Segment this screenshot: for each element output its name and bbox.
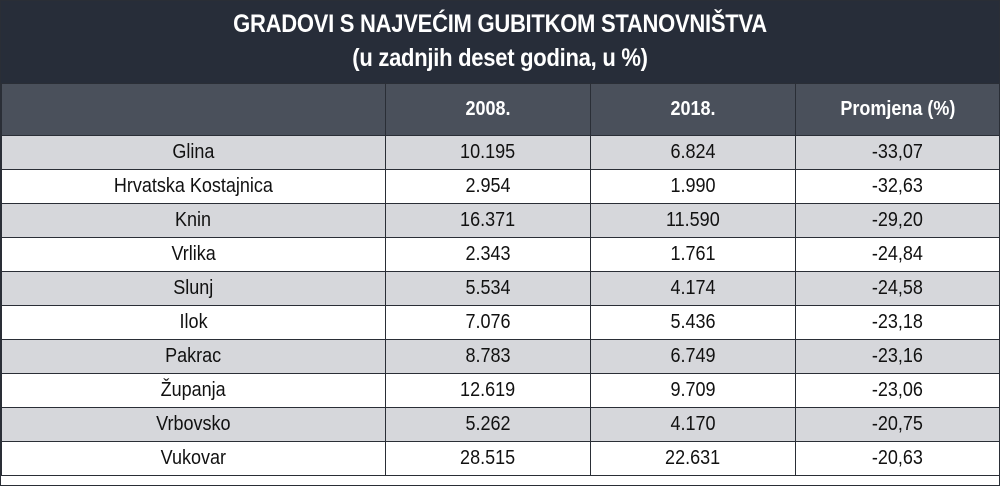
cell-2018: 4.170: [590, 407, 796, 442]
cell-change: -23,18: [795, 305, 999, 340]
cell-city: Ilok: [1, 305, 386, 340]
cell-city: Slunj: [1, 271, 386, 306]
cell-2008: 2.954: [385, 169, 591, 204]
cell-change: -33,07: [795, 135, 999, 170]
chart-title: GRADOVI S NAJVEĆIM GUBITKOM STANOVNIŠTVA: [233, 10, 767, 38]
column-header-city: [1, 83, 386, 136]
cell-2008: 7.076: [385, 305, 591, 340]
column-header-change: Promjena (%): [795, 83, 999, 136]
cell-city: Vrbovsko: [1, 407, 386, 442]
chart-subtitle: (u zadnjih deset godina, u %): [352, 44, 648, 72]
cell-change: -24,58: [795, 271, 999, 306]
table-row: Slunj 5.534 4.174 -24,58: [1, 271, 999, 306]
cell-change: -23,06: [795, 373, 999, 408]
cell-2008: 16.371: [385, 203, 591, 238]
table-row: Pakrac 8.783 6.749 -23,16: [1, 339, 999, 374]
cell-change: -24,84: [795, 237, 999, 272]
cell-city: Hrvatska Kostajnica: [1, 169, 386, 204]
cell-change: -20,63: [795, 441, 999, 476]
cell-2008: 5.534: [385, 271, 591, 306]
cell-2018: 6.824: [590, 135, 796, 170]
cell-2018: 22.631: [590, 441, 796, 476]
cell-change: -23,16: [795, 339, 999, 374]
cell-2008: 5.262: [385, 407, 591, 442]
cell-2008: 8.783: [385, 339, 591, 374]
table-row: Županja 12.619 9.709 -23,06: [1, 373, 999, 408]
cell-2018: 4.174: [590, 271, 796, 306]
column-header-2018: 2018.: [590, 83, 796, 136]
header-row: 2008. 2018. Promjena (%): [1, 83, 999, 136]
cell-city: Pakrac: [1, 339, 386, 374]
cell-2008: 12.619: [385, 373, 591, 408]
cell-2018: 6.749: [590, 339, 796, 374]
cell-city: Vukovar: [1, 441, 386, 476]
title-bar: GRADOVI S NAJVEĆIM GUBITKOM STANOVNIŠTVA…: [1, 1, 999, 83]
cell-2008: 28.515: [385, 441, 591, 476]
cell-change: -20,75: [795, 407, 999, 442]
table-row: Glina 10.195 6.824 -33,07: [1, 135, 999, 170]
table-row: Knin 16.371 11.590 -29,20: [1, 203, 999, 238]
population-table: 2008. 2018. Promjena (%) Glina 10.195 6.82…: [1, 83, 999, 476]
cell-2018: 5.436: [590, 305, 796, 340]
cell-2018: 11.590: [590, 203, 796, 238]
cell-city: Vrlika: [1, 237, 386, 272]
cell-change: -29,20: [795, 203, 999, 238]
cell-2018: 9.709: [590, 373, 796, 408]
cell-2008: 2.343: [385, 237, 591, 272]
table-row: Vrlika 2.343 1.761 -24,84: [1, 237, 999, 272]
table-row: Ilok 7.076 5.436 -23,18: [1, 305, 999, 340]
table-body: Glina 10.195 6.824 -33,07 Hrvatska Kostajnic…: [1, 135, 999, 476]
table-row: Vrbovsko 5.262 4.170 -20,75: [1, 407, 999, 442]
cell-change: -32,63: [795, 169, 999, 204]
cell-2018: 1.990: [590, 169, 796, 204]
table-row: Hrvatska Kostajnica 2.954 1.990 -32,63: [1, 169, 999, 204]
cell-city: Glina: [1, 135, 386, 170]
column-header-2008: 2008.: [385, 83, 591, 136]
cell-city: Županja: [1, 373, 386, 408]
cell-city: Knin: [1, 203, 386, 238]
table-row: Vukovar 28.515 22.631 -20,63: [1, 441, 999, 476]
cell-2008: 10.195: [385, 135, 591, 170]
cell-2018: 1.761: [590, 237, 796, 272]
